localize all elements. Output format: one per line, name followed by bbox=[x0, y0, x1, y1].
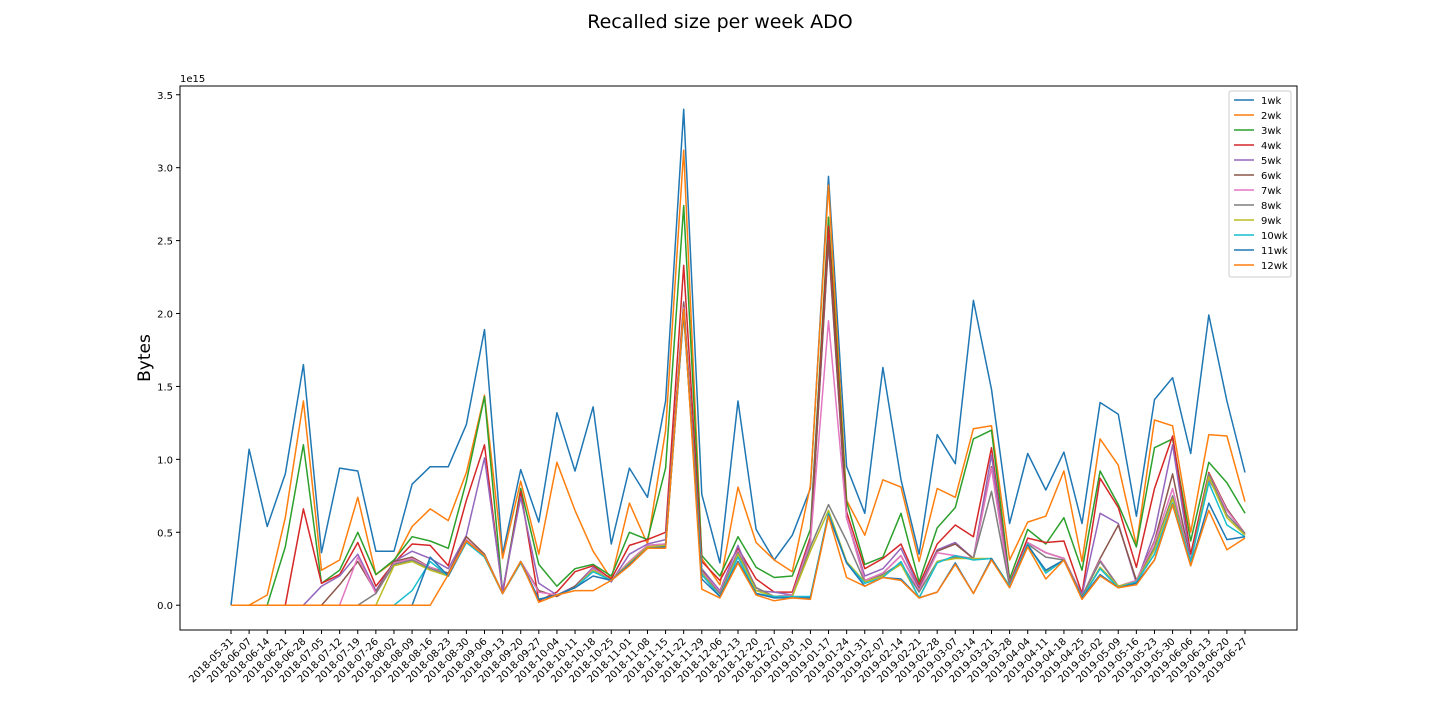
legend-label: 3wk bbox=[1261, 126, 1282, 137]
legend-label: 5wk bbox=[1261, 156, 1282, 167]
y-scale-label: 1e15 bbox=[180, 74, 205, 85]
legend: 1wk 2wk 3wk 4wk 5wk 6wk 7wk 8wk 9wk 10wk 11wk 12wk bbox=[1228, 90, 1292, 278]
legend-label: 6wk bbox=[1261, 171, 1282, 182]
legend-label: 12wk bbox=[1261, 261, 1288, 272]
y-tick-label: 1.0 bbox=[157, 455, 173, 466]
y-axis-ticks: 0.0 0.5 1.0 1.5 2.0 2.5 3.0 3.5 bbox=[157, 91, 180, 612]
legend-label: 7wk bbox=[1261, 186, 1282, 197]
y-tick-label: 2.0 bbox=[157, 310, 173, 321]
legend-label: 9wk bbox=[1261, 216, 1282, 227]
series-line-4wk bbox=[231, 225, 1246, 606]
series-line-1wk bbox=[230, 108, 1246, 606]
y-tick-label: 0.0 bbox=[157, 601, 173, 612]
y-tick-label: 1.5 bbox=[157, 382, 173, 393]
y-tick-label: 3.5 bbox=[157, 91, 173, 102]
series-line-12wk bbox=[231, 308, 1246, 606]
series-line-7wk bbox=[231, 306, 1246, 606]
legend-label: 10wk bbox=[1261, 231, 1288, 242]
y-axis-label: Bytes bbox=[135, 334, 155, 382]
legend-label: 11wk bbox=[1261, 246, 1288, 257]
series-lines bbox=[230, 108, 1246, 606]
legend-box bbox=[1228, 90, 1292, 278]
legend-label: 4wk bbox=[1261, 141, 1282, 152]
y-tick-label: 2.5 bbox=[157, 237, 173, 248]
series-line-3wk bbox=[231, 204, 1246, 606]
legend-label: 2wk bbox=[1261, 111, 1282, 122]
chart-title: Recalled size per week ADO bbox=[587, 11, 853, 33]
y-tick-label: 0.5 bbox=[157, 528, 173, 539]
series-line-11wk bbox=[231, 311, 1246, 606]
legend-label: 8wk bbox=[1261, 201, 1282, 212]
y-tick-label: 3.0 bbox=[157, 164, 173, 175]
series-line-2wk bbox=[231, 149, 1246, 606]
legend-label: 1wk bbox=[1261, 96, 1282, 107]
x-axis-ticks: 2018-05-312018-06-072018-06-142018-06-21… bbox=[187, 630, 1250, 685]
